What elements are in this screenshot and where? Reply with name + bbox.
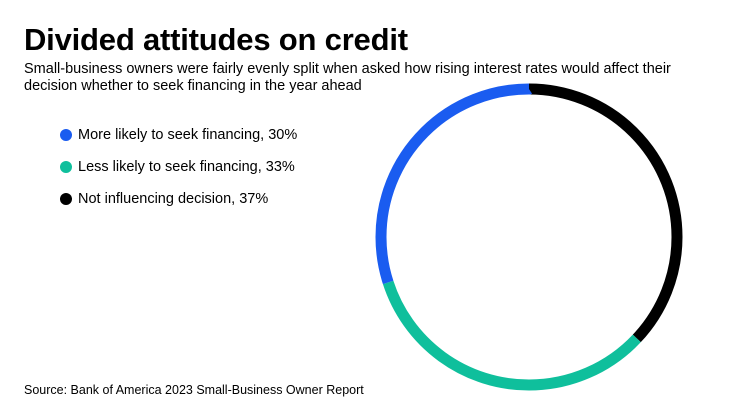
legend: More likely to seek financing, 30% Less … [60, 125, 297, 221]
donut-slice-more-likely [375, 83, 683, 391]
donut-chart [375, 83, 683, 391]
donut-slice-less-likely [375, 83, 683, 391]
source-note: Source: Bank of America 2023 Small-Busin… [24, 383, 364, 397]
legend-label-not-influencing: Not influencing decision, 37% [78, 191, 269, 207]
legend-swatch-more-likely [60, 129, 72, 141]
legend-item-less-likely: Less likely to seek financing, 33% [60, 157, 297, 177]
chart-title: Divided attitudes on credit [24, 22, 408, 57]
chart-subtitle: Small-business owners were fairly evenly… [24, 61, 671, 94]
legend-swatch-not-influencing [60, 193, 72, 205]
legend-item-more-likely: More likely to seek financing, 30% [60, 125, 297, 145]
legend-item-not-influencing: Not influencing decision, 37% [60, 189, 297, 209]
legend-label-less-likely: Less likely to seek financing, 33% [78, 159, 295, 175]
legend-label-more-likely: More likely to seek financing, 30% [78, 127, 298, 143]
legend-swatch-less-likely [60, 161, 72, 173]
